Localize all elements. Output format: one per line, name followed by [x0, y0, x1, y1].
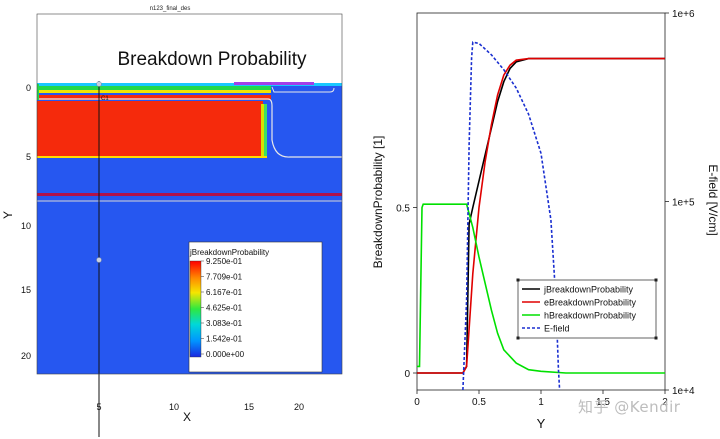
- y2-tick-label: 1e+6: [672, 9, 695, 20]
- probe-bottom-point[interactable]: [96, 257, 102, 263]
- map-title: Breakdown Probability: [117, 49, 307, 70]
- series-line: [462, 41, 561, 391]
- left-edge-strip: [37, 84, 39, 100]
- legend-box: [517, 279, 657, 339]
- chart-y-ticks: 00.5: [396, 204, 417, 380]
- x-tick-label: 20: [294, 402, 304, 412]
- x-tick-label: 1.5: [596, 397, 610, 408]
- device-map-frame: [36, 13, 343, 375]
- probe-label: C1: [101, 96, 109, 102]
- deep-dark-layer: [37, 193, 342, 196]
- y-axis-label: Y: [1, 211, 15, 219]
- top-yellow-layer: [37, 90, 271, 93]
- y-tick-label: 0: [26, 83, 31, 93]
- chart-legend: jBreakdownProbability eBreakdownProbabili…: [516, 278, 658, 340]
- legend-corner: [654, 278, 658, 282]
- colorbar-legend: jBreakdownProbability 9.250e-01 7.709e-01…: [188, 241, 323, 373]
- x-tick-label: 0.5: [472, 397, 486, 408]
- legend-corner: [516, 278, 520, 282]
- top-green-layer: [37, 86, 271, 90]
- colorbar-value: 1.542e-01: [206, 335, 243, 344]
- probe-top-point[interactable]: [96, 81, 102, 87]
- x-tick-label: 2: [662, 397, 668, 408]
- x-tick-label: 15: [244, 402, 254, 412]
- colorbar-gradient: [189, 260, 202, 358]
- colorbar-box: [188, 241, 323, 373]
- colorbar-value: 9.250e-01: [206, 257, 243, 266]
- upper-red-strip: [37, 95, 271, 100]
- y2-tick-label: 1e+4: [672, 386, 695, 397]
- x-tick-label: 5: [96, 402, 101, 412]
- chart-x-ticks: 0 0.5 1 1.5 2: [414, 390, 668, 408]
- legend-entry: jBreakdownProbability: [543, 285, 634, 295]
- y-tick-label: 5: [26, 152, 31, 162]
- device-map-panel: n123_final_des C1 Breakdown Probability …: [1, 6, 343, 437]
- series-line: [417, 57, 665, 374]
- watermark: 知乎 @Kendir: [578, 398, 681, 416]
- window-title: n123_final_des: [150, 6, 191, 12]
- colorbar-value: 7.709e-01: [206, 273, 243, 282]
- y-tick-label: 20: [21, 351, 31, 361]
- x-tick-label: 10: [169, 402, 179, 412]
- series-lines: [417, 41, 665, 391]
- series-line: [417, 203, 665, 374]
- y-tick-label: 10: [21, 221, 31, 231]
- breakdown-chart: 0 0.5 1 1.5 2 00.5 1e+41e+51e+6 Y BreakdownP…: [371, 9, 720, 431]
- colorbar-value: 6.167e-01: [206, 288, 243, 297]
- purple-contact: [234, 82, 314, 85]
- colorbar-value: 0.000e+00: [206, 350, 245, 359]
- legend-corner: [654, 336, 658, 340]
- legend-entry: E-field: [544, 324, 570, 334]
- y2-tick-label: 1e+5: [672, 198, 695, 209]
- junction-contour: [37, 98, 342, 158]
- x-ticks: 5 10 15 20: [96, 402, 304, 412]
- y-ticks: 0 5 10 15 20: [21, 83, 31, 361]
- region-edge-yellow: [261, 104, 264, 158]
- region-bottom-edge: [37, 156, 267, 158]
- colorbar-value: 3.083e-01: [206, 319, 243, 328]
- chart-y2-ticks: 1e+4 1e+5 1e+6: [665, 9, 695, 397]
- x-tick-label: 0: [414, 397, 420, 408]
- legend-corner: [516, 336, 520, 340]
- colorbar-title: jBreakdownProbability: [189, 248, 269, 257]
- y-tick-label: 0: [404, 369, 410, 380]
- colorbar-value: 4.625e-01: [206, 304, 243, 313]
- x-axis-label: X: [183, 410, 191, 424]
- legend-entry: hBreakdownProbability: [544, 311, 637, 321]
- top-contact-stripe: [37, 83, 342, 86]
- chart-x-label: Y: [537, 416, 546, 431]
- legend-entry: eBreakdownProbability: [544, 298, 637, 308]
- chart-y2-label: E-field [V/cm]: [706, 164, 720, 235]
- high-probability-region: [37, 101, 263, 158]
- y-tick-label: 0.5: [396, 204, 410, 215]
- surface-contour: [271, 86, 335, 93]
- chart-y-label: BreakdownProbability [1]: [371, 136, 385, 269]
- region-edge-green: [264, 104, 267, 158]
- x-tick-label: 1: [538, 397, 544, 408]
- colorbar-labels: 9.250e-01 7.709e-01 6.167e-01 4.625e-01 3.08…: [201, 257, 245, 359]
- y-tick-label: 15: [21, 285, 31, 295]
